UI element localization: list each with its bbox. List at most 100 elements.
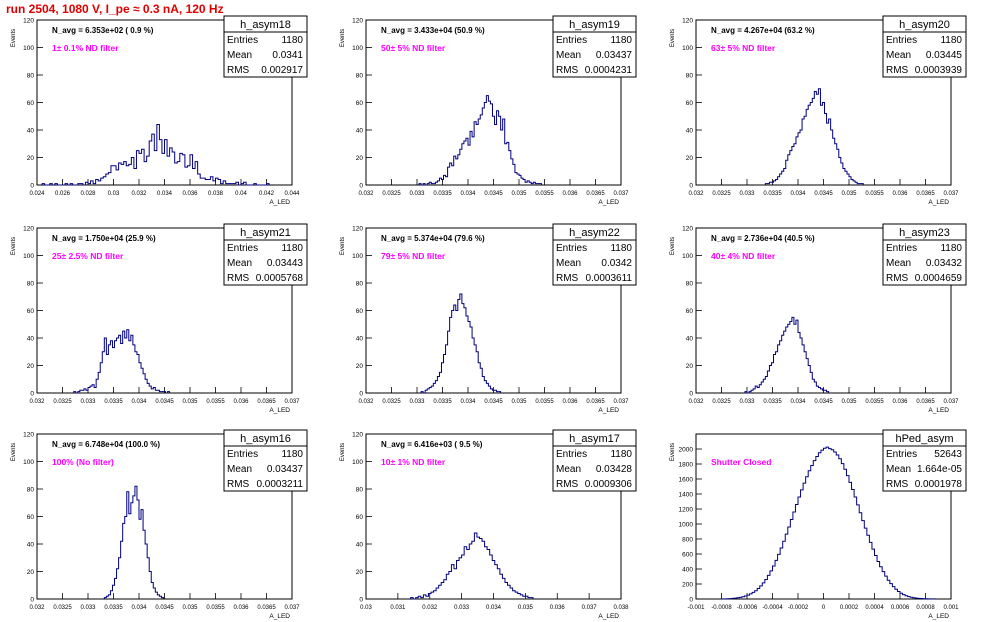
x-tick-label: 0.035 [518, 605, 534, 611]
stats-label: Mean [886, 464, 911, 475]
y-tick-label: 60 [27, 308, 35, 315]
y-tick-label: 20 [27, 363, 35, 370]
y-tick-label: 100 [352, 253, 363, 260]
x-tick-label: 0.035 [841, 191, 857, 197]
stats-value: 0.0004659 [915, 273, 963, 284]
histogram-panel-h_asym19: 0 20 40 60 80 100 120 0.032 0.0325 0.033 0.0335 0.0… [340, 15, 637, 206]
stats-value: 0.0001978 [915, 479, 963, 490]
x-tick-label: 0.0345 [814, 191, 833, 197]
histogram-panel-h_asym18: 0 20 40 60 80 100 120 0.024 0.026 0.028 0.03 0.032 0… [11, 15, 308, 206]
x-tick-label: 0.0365 [257, 605, 276, 611]
y-axis-label: Events [11, 237, 17, 255]
y-tick-label: 400 [682, 567, 693, 574]
x-tick-label: 0.032 [29, 399, 45, 405]
histogram-panel-hPed_asym: 0 200 400 600 800 1000 1200 1400 1600 1800 2000 -0.… [670, 429, 967, 620]
histogram-panel-h_asym22: 0 20 40 60 80 100 120 0.032 0.0325 0.033 0.0335 0.0… [340, 223, 637, 414]
y-tick-label: 60 [27, 514, 35, 521]
x-axis-label: A_LED [598, 613, 619, 620]
stats-label: Entries [556, 35, 587, 46]
stats-label: RMS [886, 273, 909, 284]
x-tick-label: 0.0365 [586, 191, 605, 197]
y-tick-label: 1400 [679, 492, 694, 499]
histogram-line [744, 316, 830, 394]
y-tick-label: 600 [682, 552, 693, 559]
x-tick-label: 0.033 [80, 605, 96, 611]
x-tick-label: 0.032 [358, 399, 374, 405]
x-tick-label: 0.034 [157, 191, 173, 197]
x-tick-label: 0.0004 [865, 605, 884, 611]
stats-label: Mean [556, 464, 581, 475]
stats-value: 0.03443 [267, 258, 304, 269]
x-tick-label: 0.037 [943, 191, 959, 197]
y-tick-label: 120 [352, 226, 363, 233]
x-tick-label: 0.024 [29, 191, 45, 197]
x-tick-label: 0.0365 [586, 399, 605, 405]
x-tick-label: 0.0006 [891, 605, 910, 611]
x-tick-label: 0.026 [55, 191, 71, 197]
stats-label: Mean [556, 258, 581, 269]
x-tick-label: 0 [822, 605, 826, 611]
stats-value: 52643 [934, 449, 962, 460]
stats-title: h_asym20 [899, 19, 950, 31]
stats-label: Entries [227, 35, 258, 46]
stats-label: RMS [556, 479, 579, 490]
x-tick-label: 0.0365 [257, 399, 276, 405]
x-tick-label: 0.032 [358, 191, 374, 197]
stats-box [552, 239, 637, 286]
y-tick-label: 120 [352, 18, 363, 25]
y-tick-label: 40 [27, 542, 35, 549]
x-axis-label: A_LED [269, 407, 290, 414]
x-tick-label: 0.037 [613, 399, 629, 405]
y-axis-label: Events [340, 443, 346, 461]
y-tick-label: 80 [356, 73, 364, 80]
y-tick-label: 1800 [679, 462, 694, 469]
n-avg-label: N_avg = 6.748e+04 (100.0 %) [52, 440, 160, 449]
y-tick-label: 0 [689, 183, 693, 190]
y-tick-label: 20 [27, 569, 35, 576]
x-tick-label: 0.0325 [712, 191, 731, 197]
x-tick-label: 0.0325 [382, 191, 401, 197]
n-avg-label: N_avg = 6.416e+03 ( 9.5 %) [381, 440, 483, 449]
y-tick-label: 60 [686, 100, 694, 107]
stats-value: 1.664e-05 [917, 464, 962, 475]
stats-value: 1180 [940, 35, 962, 46]
y-tick-label: 1200 [679, 507, 694, 514]
y-tick-label: 1000 [679, 522, 694, 529]
stats-value: 0.0009306 [585, 479, 633, 490]
y-tick-label: 60 [356, 308, 364, 315]
stats-value: 0.0004231 [585, 65, 633, 76]
stats-value: 1180 [610, 35, 632, 46]
y-tick-label: 0 [689, 391, 693, 398]
x-tick-label: 0.0325 [382, 399, 401, 405]
y-tick-label: 20 [356, 155, 364, 162]
x-tick-label: 0.034 [790, 191, 806, 197]
y-axis-label: Events [670, 443, 676, 461]
y-tick-label: 80 [356, 281, 364, 288]
x-axis-label: A_LED [269, 613, 290, 620]
x-tick-label: 0.032 [422, 605, 438, 611]
x-tick-label: 0.0355 [865, 191, 884, 197]
stats-value: 0.03437 [267, 464, 304, 475]
stats-value: 0.03432 [926, 258, 963, 269]
n-avg-label: N_avg = 3.433e+04 (50.9 %) [381, 26, 485, 35]
stats-title: h_asym21 [240, 227, 291, 239]
x-tick-label: 0.036 [562, 399, 578, 405]
y-tick-label: 2000 [679, 447, 694, 454]
x-tick-label: 0.034 [460, 191, 476, 197]
x-tick-label: 0.0345 [814, 399, 833, 405]
x-tick-label: 0.0355 [535, 191, 554, 197]
x-tick-label: 0.03 [360, 605, 372, 611]
y-tick-label: 20 [27, 155, 35, 162]
y-tick-label: 0 [30, 391, 34, 398]
x-tick-label: 0.0355 [535, 399, 554, 405]
n-avg-label: N_avg = 5.374e+04 (79.6 %) [381, 234, 485, 243]
y-tick-label: 60 [27, 100, 35, 107]
histogram-line [420, 293, 502, 394]
filter-label: 10± 1% ND filter [381, 457, 446, 467]
y-tick-label: 120 [23, 226, 34, 233]
n-avg-label: N_avg = 6.353e+02 ( 0.9 %) [52, 26, 154, 35]
x-tick-label: 0.001 [943, 605, 959, 611]
x-tick-label: 0.028 [80, 191, 96, 197]
x-tick-label: -0.0004 [762, 605, 783, 611]
y-tick-label: 60 [686, 308, 694, 315]
